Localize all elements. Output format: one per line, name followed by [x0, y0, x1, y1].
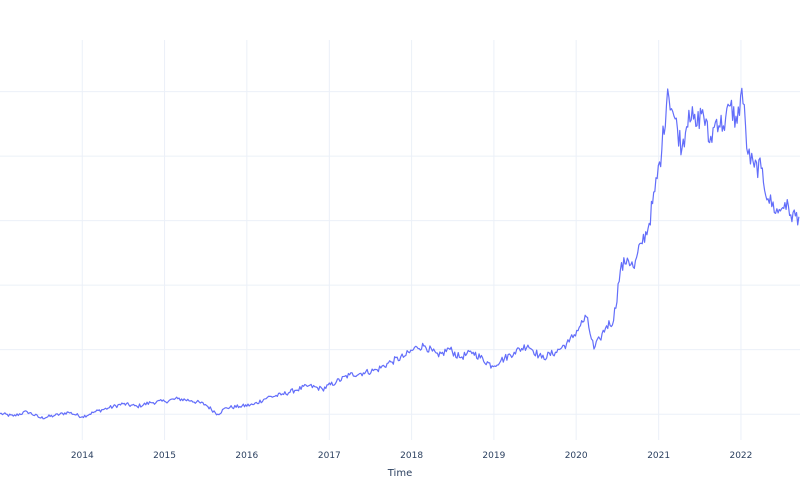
x-tick-label: 2014 [71, 451, 94, 461]
x-tick-label: 2018 [400, 451, 423, 461]
x-tick-label: 2019 [482, 451, 505, 461]
x-tick-label: 2016 [235, 451, 258, 461]
x-axis-title: Time [387, 468, 412, 479]
x-tick-label: 2022 [729, 451, 752, 461]
series-group [0, 87, 800, 420]
series-line-0 [0, 87, 800, 420]
gridlines [0, 40, 800, 440]
x-tick-label: 2015 [153, 451, 176, 461]
x-tick-label: 2021 [647, 451, 670, 461]
x-tick-label: 2020 [565, 451, 588, 461]
x-axis-ticks: 2014 2015 2016 2017 2018 2019 2020 2021 2022 [71, 451, 753, 461]
x-tick-label: 2017 [318, 451, 341, 461]
